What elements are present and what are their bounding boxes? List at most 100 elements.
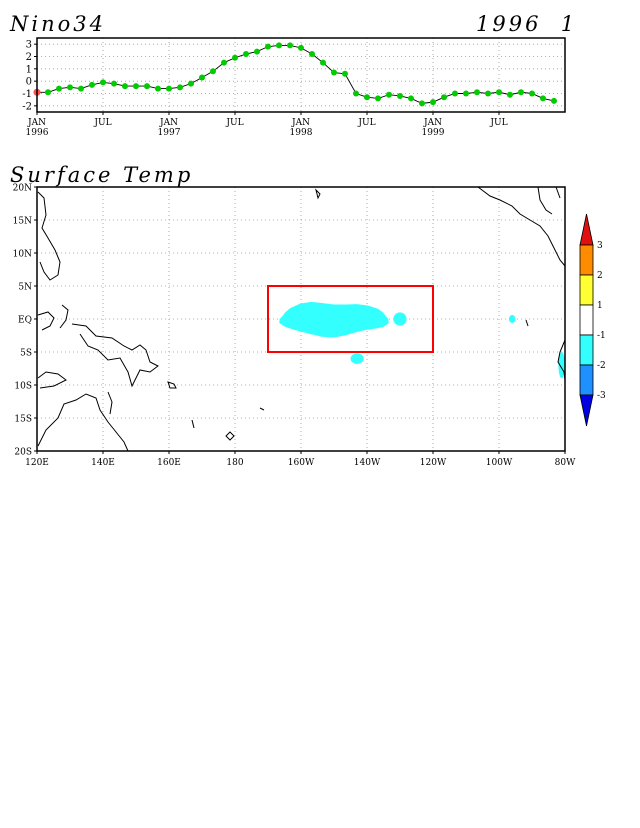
nino-xtick-label: JUL xyxy=(357,118,375,128)
nino-data-point xyxy=(331,69,337,76)
nino-data-point xyxy=(441,94,447,101)
cold-anomaly-region xyxy=(393,312,407,326)
map-title: Surface Temp xyxy=(10,163,194,187)
map-lon-label: 180 xyxy=(226,458,243,468)
colorbar-label: -3 xyxy=(597,391,606,401)
nino-data-point xyxy=(342,70,348,77)
nino-data-point xyxy=(287,42,293,49)
coastline xyxy=(191,419,195,429)
map-lat-label: 20S xyxy=(14,448,32,458)
nino-data-point xyxy=(111,80,117,87)
nino-data-point xyxy=(188,80,194,87)
coastline xyxy=(37,191,61,281)
coastline xyxy=(555,186,561,199)
nino-ytick-label: 1 xyxy=(26,64,32,75)
map-lon-label: 140W xyxy=(354,458,381,468)
nino-plot-frame xyxy=(36,37,566,113)
coastline xyxy=(477,186,566,267)
nino-data-point xyxy=(232,54,238,61)
map-lon-label: 140E xyxy=(91,458,115,468)
nino-data-point xyxy=(122,83,128,90)
cold-anomaly-region xyxy=(508,315,516,323)
nino-data-point xyxy=(177,84,183,91)
nino-ytick-label: -2 xyxy=(22,101,32,112)
nino-data-point xyxy=(408,95,414,102)
coastline xyxy=(525,319,529,327)
coastline xyxy=(259,407,265,411)
date-label: 1996 1 xyxy=(476,12,578,36)
nino-xtick-year-label: 1997 xyxy=(158,128,181,138)
nino-data-point xyxy=(144,83,150,90)
map-lon-label: 80W xyxy=(555,458,576,468)
colorbar-label: -2 xyxy=(597,361,606,371)
cold-anomaly-region xyxy=(350,353,364,364)
nino-data-point xyxy=(199,74,205,81)
nino-xtick-label: JAN xyxy=(291,118,310,128)
coastline xyxy=(225,431,235,441)
nino-xtick-label: JAN xyxy=(27,118,46,128)
map-lat-label: 5S xyxy=(20,349,32,359)
coastline xyxy=(315,188,321,200)
map-lon-label: 160E xyxy=(157,458,181,468)
nino-data-point xyxy=(155,85,161,92)
colorbar-segment-minus2-minus1 xyxy=(579,334,594,366)
nino-ytick-label: 2 xyxy=(26,52,32,63)
nino-data-point xyxy=(518,89,524,96)
nino-data-point xyxy=(397,92,403,99)
coastline xyxy=(59,304,69,329)
nino-xtick-year-label: 1996 xyxy=(26,128,49,138)
nino-title: Nino34 xyxy=(10,12,106,36)
cold-anomaly-region xyxy=(279,301,389,338)
coastline xyxy=(537,186,553,215)
coastline xyxy=(71,323,159,388)
map-lon-label: 120E xyxy=(25,458,49,468)
colorbar-segment-minus3-minus2 xyxy=(579,364,594,396)
nino-data-point xyxy=(452,90,458,97)
nino-data-point xyxy=(320,59,326,66)
map-lat-label: 10S xyxy=(14,382,32,392)
map-lat-label: 15S xyxy=(14,415,32,425)
nino-data-point xyxy=(496,89,502,96)
coastline xyxy=(107,391,113,415)
colorbar-label: -1 xyxy=(597,331,606,341)
nino-data-point xyxy=(45,89,51,96)
nino-data-point xyxy=(474,89,480,96)
nino-data-point xyxy=(386,91,392,98)
nino-data-point xyxy=(100,79,106,86)
map-lat-label: EQ xyxy=(18,316,32,326)
map-lat-label: 15N xyxy=(13,217,32,227)
colorbar-label: 1 xyxy=(597,301,603,311)
nino-data-point xyxy=(309,51,315,58)
nino-data-point xyxy=(364,94,370,101)
nino-xtick-label: JAN xyxy=(423,118,442,128)
colorbar-label: 2 xyxy=(597,271,603,281)
nino-ytick-label: 0 xyxy=(26,77,32,88)
nino-data-point xyxy=(375,95,381,102)
colorbar-segment-above-3 xyxy=(579,213,594,246)
map-plot-frame xyxy=(36,186,566,452)
map-lat-label: 10N xyxy=(13,250,32,260)
nino-data-point xyxy=(166,85,172,92)
coastline xyxy=(37,393,129,452)
nino-xtick-label: JUL xyxy=(225,118,243,128)
nino-xtick-year-label: 1998 xyxy=(290,128,313,138)
nino-data-point xyxy=(276,42,282,49)
map-lon-label: 120W xyxy=(420,458,447,468)
colorbar-segment-below-minus-3 xyxy=(579,394,594,427)
nino-data-point xyxy=(221,59,227,66)
nino-data-point xyxy=(353,90,359,97)
nino-xtick-label: JUL xyxy=(489,118,507,128)
nino34-region-box xyxy=(267,285,434,353)
map-lat-label: 20N xyxy=(13,184,32,194)
nino-data-point xyxy=(463,90,469,97)
nino-data-point xyxy=(133,83,139,90)
nino-data-point xyxy=(67,84,73,91)
nino-xtick-label: JUL xyxy=(93,118,111,128)
nino-ytick-label: 3 xyxy=(26,40,32,51)
nino-data-point xyxy=(507,91,513,98)
coastline xyxy=(37,311,55,331)
nino-data-point xyxy=(243,51,249,58)
colorbar-segment-2-3 xyxy=(579,244,594,276)
